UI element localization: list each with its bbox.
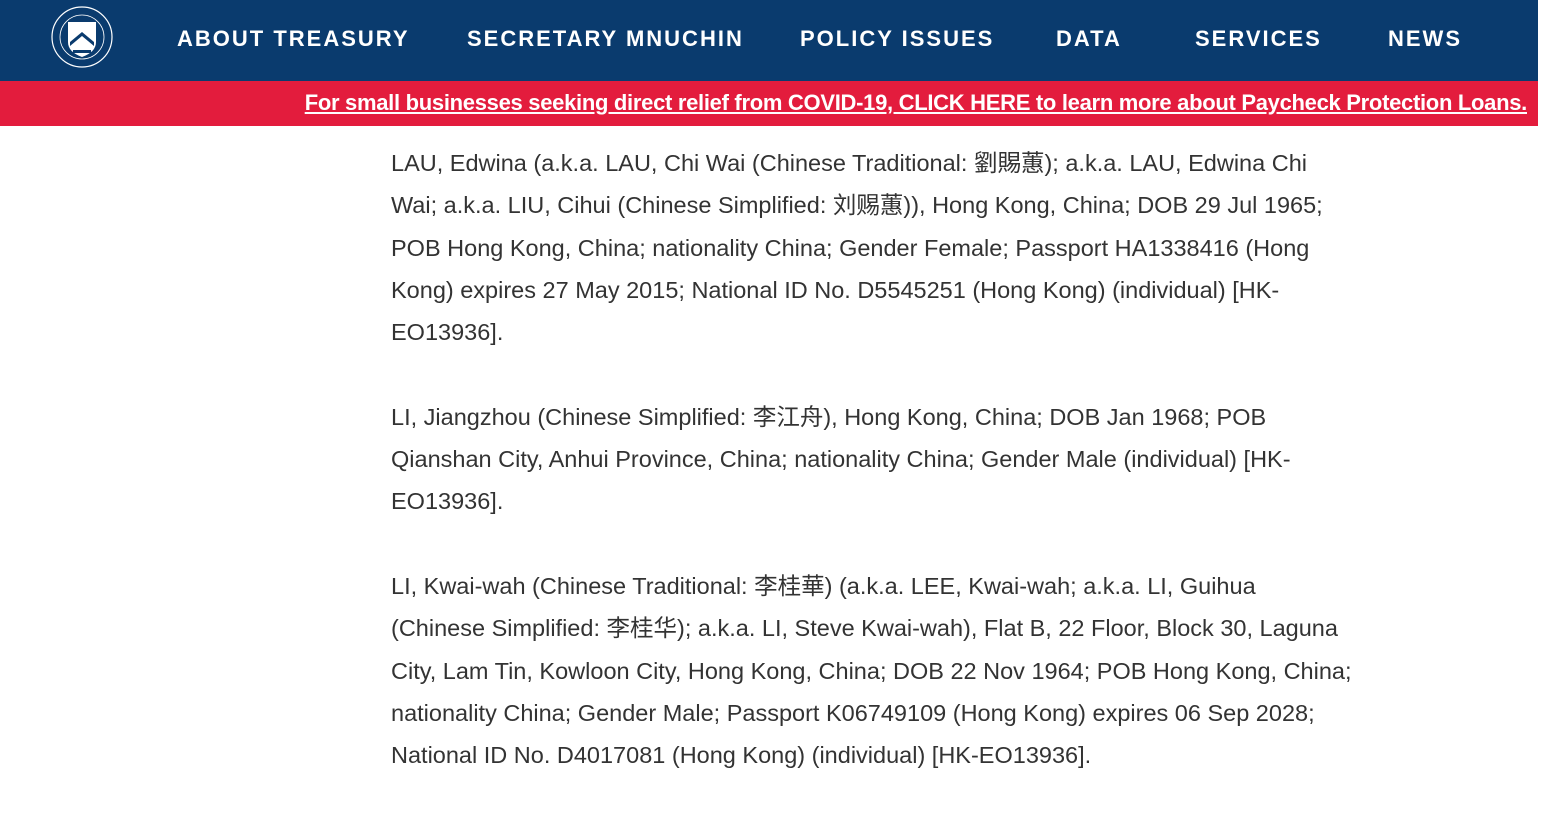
nav-about-treasury[interactable]: ABOUT TREASURY (177, 26, 410, 51)
nav-policy-issues[interactable]: POLICY ISSUES (800, 26, 995, 51)
list-entry: LAU, Edwina (a.k.a. LAU, Chi Wai (Chines… (391, 150, 1323, 346)
paycheck-protection-link[interactable]: For small businesses seeking direct reli… (304, 90, 1528, 115)
nav-secretary-mnuchin[interactable]: SECRETARY MNUCHIN (467, 26, 744, 51)
nav-news[interactable]: NEWS (1388, 26, 1462, 51)
sanctions-list: LAU, Edwina (a.k.a. LAU, Chi Wai (Chines… (391, 142, 1356, 819)
nav-services[interactable]: SERVICES (1195, 26, 1322, 51)
treasury-seal-logo[interactable] (51, 6, 113, 68)
covid-alert-banner: For small businesses seeking direct reli… (0, 81, 1538, 126)
nav-data[interactable]: DATA (1056, 26, 1122, 51)
list-entry: LI, Jiangzhou (Chinese Simplified: 李江舟),… (391, 403, 1291, 515)
list-entry: LI, Kwai-wah (Chinese Traditional: 李桂華) … (391, 572, 1352, 769)
main-navigation: ABOUT TREASURY SECRETARY MNUCHIN POLICY … (0, 0, 1538, 81)
